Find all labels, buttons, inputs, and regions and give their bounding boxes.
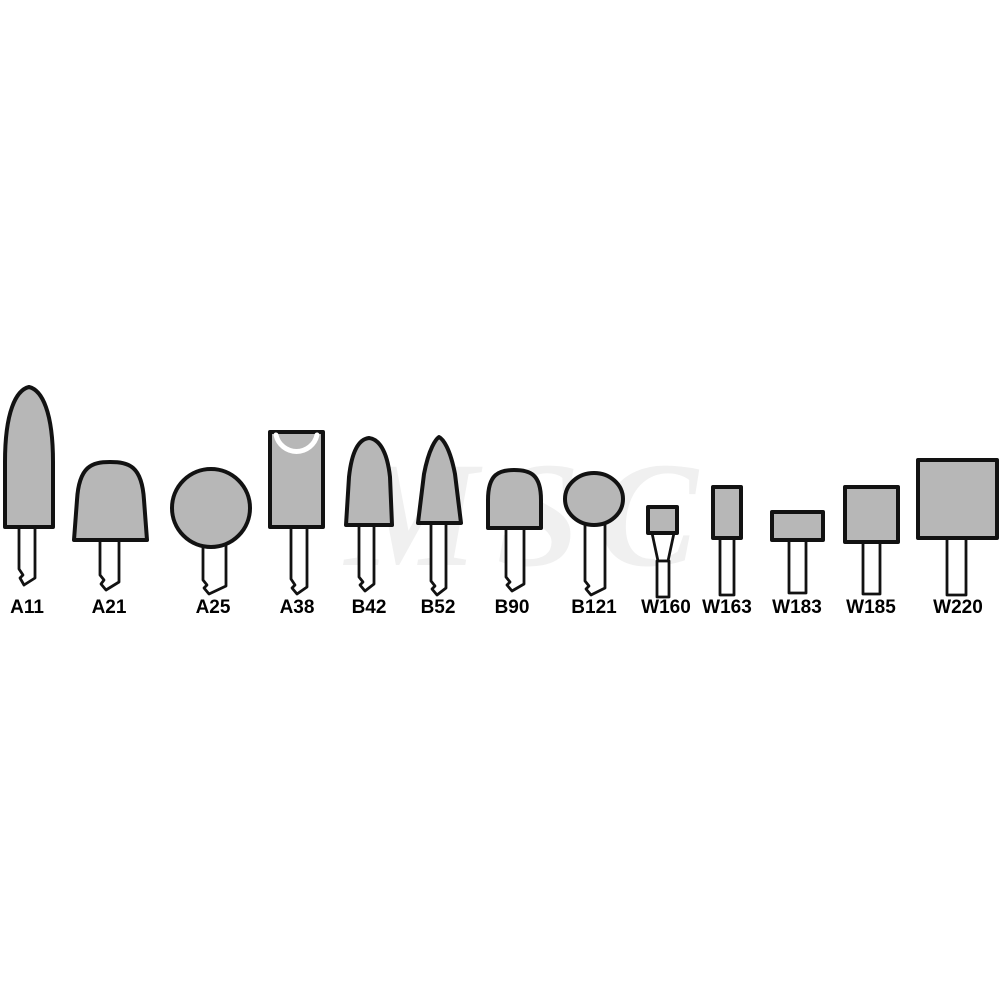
shank bbox=[289, 523, 309, 596]
point-label: W220 bbox=[933, 597, 983, 618]
point-b90: B90 bbox=[486, 468, 543, 618]
point-label: A25 bbox=[196, 597, 231, 618]
point-w163-shape bbox=[711, 485, 743, 540]
shank bbox=[655, 559, 671, 599]
point-label: W183 bbox=[772, 597, 822, 618]
shank bbox=[504, 524, 526, 593]
point-label: W160 bbox=[641, 597, 691, 618]
point-a21-shape bbox=[72, 460, 149, 542]
point-w220: W220 bbox=[916, 458, 999, 618]
point-label: A21 bbox=[92, 597, 127, 618]
shank bbox=[429, 519, 448, 597]
shank bbox=[861, 540, 882, 596]
point-label: B42 bbox=[352, 597, 387, 618]
shank bbox=[945, 536, 968, 597]
point-a11-shape bbox=[3, 385, 55, 529]
point-b52-shape bbox=[416, 435, 463, 525]
point-w160-shape bbox=[646, 505, 679, 535]
point-w185: W185 bbox=[843, 485, 900, 618]
point-w183: W183 bbox=[770, 510, 825, 618]
point-a11: A11 bbox=[3, 385, 55, 618]
point-b121: B121 bbox=[563, 471, 625, 618]
point-w163: W163 bbox=[702, 485, 752, 618]
point-b42-shape bbox=[344, 436, 394, 527]
point-w183-shape bbox=[770, 510, 825, 542]
concave-top-arc bbox=[273, 432, 320, 454]
point-b90-shape bbox=[486, 468, 543, 530]
point-a21: A21 bbox=[72, 460, 149, 618]
point-label: B90 bbox=[495, 597, 530, 618]
point-label: W185 bbox=[846, 597, 896, 618]
point-w185-shape bbox=[843, 485, 900, 544]
point-b52: B52 bbox=[416, 435, 463, 618]
point-a38: A38 bbox=[268, 430, 325, 618]
shank bbox=[787, 538, 808, 595]
shank bbox=[98, 536, 121, 592]
point-b121-shape bbox=[563, 471, 625, 527]
point-label: W163 bbox=[702, 597, 752, 618]
point-a25-shape bbox=[170, 467, 252, 549]
point-w160: W160 bbox=[641, 505, 691, 618]
shank bbox=[357, 521, 376, 593]
point-b42: B42 bbox=[344, 436, 394, 618]
shank bbox=[17, 524, 37, 587]
point-label: A11 bbox=[10, 597, 44, 618]
point-w220-shape bbox=[916, 458, 999, 540]
shank bbox=[583, 516, 607, 597]
point-a38-shape bbox=[268, 430, 325, 529]
shank bbox=[718, 536, 736, 597]
point-label: B121 bbox=[571, 597, 617, 618]
point-label: A38 bbox=[280, 597, 315, 618]
point-label: B52 bbox=[421, 597, 456, 618]
point-a25: A25 bbox=[170, 467, 252, 618]
